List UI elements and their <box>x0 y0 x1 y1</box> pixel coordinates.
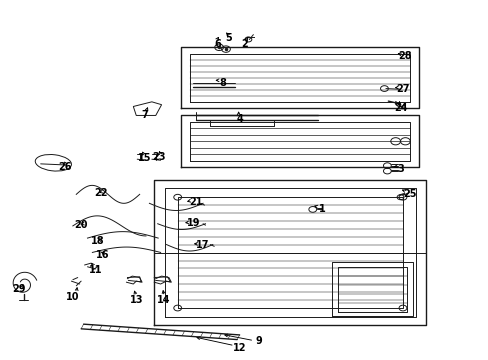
Text: 11: 11 <box>89 265 102 275</box>
Text: 17: 17 <box>196 239 209 249</box>
Text: 1: 1 <box>319 204 325 214</box>
Text: 8: 8 <box>219 78 225 88</box>
Text: 22: 22 <box>94 188 107 198</box>
Text: 2: 2 <box>241 39 247 49</box>
Text: 25: 25 <box>403 189 416 199</box>
Text: 16: 16 <box>96 250 110 260</box>
Text: 14: 14 <box>157 295 170 305</box>
Text: 23: 23 <box>152 152 165 162</box>
Text: 26: 26 <box>58 162 72 172</box>
Text: 4: 4 <box>236 114 243 124</box>
Text: 19: 19 <box>186 218 200 228</box>
Text: 27: 27 <box>395 84 409 94</box>
Text: 5: 5 <box>225 33 232 43</box>
Text: 13: 13 <box>129 295 142 305</box>
Text: 7: 7 <box>141 111 147 121</box>
Text: 10: 10 <box>66 292 80 302</box>
Text: 20: 20 <box>74 220 88 230</box>
Text: 9: 9 <box>255 336 262 346</box>
Text: 24: 24 <box>393 103 407 113</box>
Text: 15: 15 <box>138 153 151 163</box>
Text: 18: 18 <box>91 236 105 246</box>
Text: 6: 6 <box>214 39 221 49</box>
Text: 29: 29 <box>13 284 26 294</box>
Text: 21: 21 <box>188 197 202 207</box>
Text: 28: 28 <box>398 51 411 61</box>
Text: 3: 3 <box>396 164 403 174</box>
Text: 12: 12 <box>232 343 246 353</box>
